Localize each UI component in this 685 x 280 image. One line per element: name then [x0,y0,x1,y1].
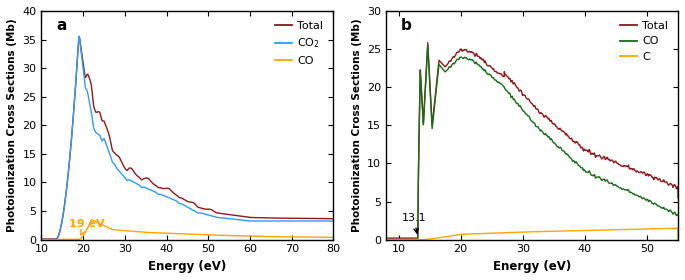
C [674,238,682,241]
Legend: Total, CO$_2$, CO: Total, CO$_2$, CO [271,17,328,70]
C [382,238,390,241]
Total [665,182,673,186]
Total [179,198,188,201]
Y-axis label: Photoionization Cross Sections (Mb): Photoionization Cross Sections (Mb) [7,18,17,232]
Line: CO$_2$: CO$_2$ [42,36,334,240]
CO [179,232,188,235]
X-axis label: Energy (eV): Energy (eV) [149,260,227,273]
CO [524,114,532,118]
CO$_2$ [172,199,180,202]
CO [423,44,432,47]
C [674,227,682,230]
CO [321,235,329,239]
CO [382,238,390,241]
CO$_2$ [38,238,46,241]
C [612,228,620,231]
C [665,227,673,230]
CO$_2$ [329,219,338,223]
Line: CO: CO [386,45,678,240]
Total [38,237,46,241]
Total [423,41,432,44]
Legend: Total, CO, C: Total, CO, C [615,17,673,67]
CO$_2$ [75,35,84,38]
CO [516,104,525,108]
Text: b: b [401,18,412,33]
CO [321,235,329,239]
Total [75,35,84,38]
Line: Total: Total [386,43,678,238]
Total [321,217,329,220]
Total [382,236,390,240]
CO [329,236,338,239]
CO [612,184,620,187]
X-axis label: Energy (eV): Energy (eV) [493,260,571,273]
CO$_2$ [321,219,329,223]
CO [674,213,682,216]
Total [172,193,180,196]
Text: 19 eV: 19 eV [68,219,104,235]
Total [397,236,405,240]
C [524,230,532,234]
CO$_2$ [321,219,329,223]
Total [321,217,329,220]
CO [267,235,275,238]
CO$_2$ [267,219,275,223]
Total [516,88,525,92]
Text: a: a [56,18,66,33]
Line: CO: CO [42,220,334,240]
Total [267,216,275,220]
Text: 13.1: 13.1 [401,213,426,233]
CO$_2$ [52,238,60,241]
CO [666,209,674,212]
CO [87,218,95,221]
Y-axis label: Photoionization Cross Sections (Mb): Photoionization Cross Sections (Mb) [351,18,362,232]
Total [612,160,620,164]
C [516,230,525,234]
C [397,238,405,241]
Total [52,237,60,241]
Total [524,97,532,101]
Total [666,182,674,186]
Line: Total: Total [42,36,334,239]
CO [38,238,46,241]
CO [52,238,60,241]
CO [397,238,405,241]
Line: C: C [386,228,678,240]
CO [172,232,180,235]
Total [674,196,682,200]
CO [665,209,673,212]
Total [329,217,338,220]
C [665,227,673,230]
CO$_2$ [179,203,188,207]
